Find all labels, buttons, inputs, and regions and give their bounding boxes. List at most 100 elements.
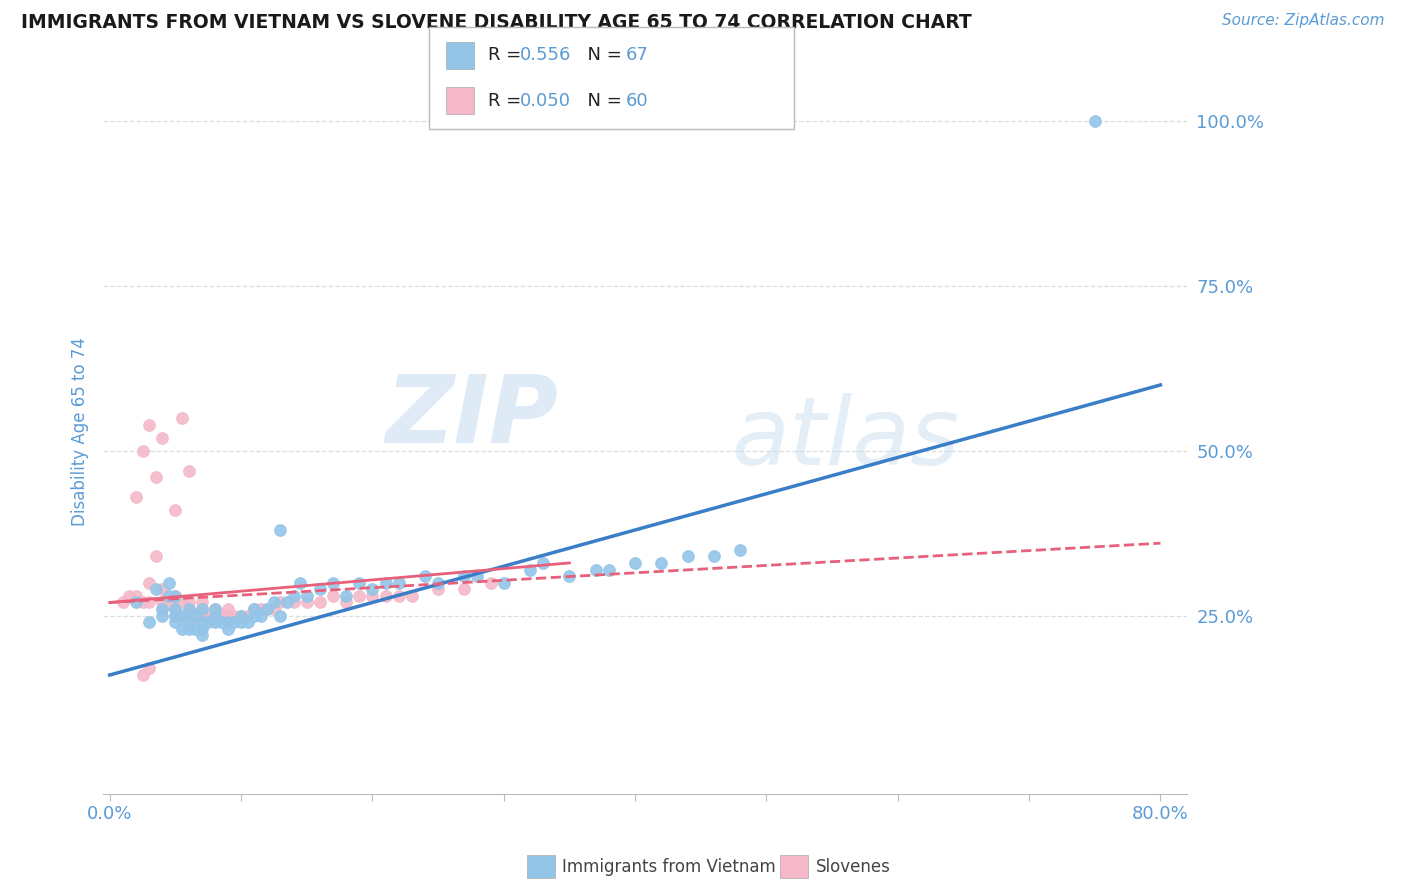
Point [177,464,200,478]
Point [165,589,187,603]
Point [361,582,384,597]
Point [598,562,620,576]
Point [157,589,180,603]
Point [229,615,252,630]
Point [111,595,134,609]
Point [204,608,226,623]
Point [145,470,167,484]
Point [177,602,200,616]
Point [479,575,502,590]
Point [249,608,271,623]
Point [165,608,187,623]
Point [150,431,173,445]
Point [165,602,187,616]
Point [217,602,239,616]
Point [269,608,291,623]
Point [217,615,239,630]
Text: atlas: atlas [731,392,960,483]
Point [177,608,200,623]
Point [256,602,278,616]
Point [703,549,725,564]
Point [224,608,246,623]
Point [624,556,647,570]
Point [243,602,266,616]
Point [243,602,266,616]
Point [558,569,581,583]
Point [295,589,318,603]
Point [145,582,167,597]
Point [177,595,200,609]
Text: R =: R = [488,92,527,110]
Point [150,602,173,616]
Point [165,608,187,623]
Point [165,602,187,616]
Y-axis label: Disability Age 65 to 74: Disability Age 65 to 74 [72,336,89,525]
Point [217,622,239,636]
Point [165,589,187,603]
Point [125,595,148,609]
Point [236,608,259,623]
Point [204,615,226,630]
Point [249,602,271,616]
Point [177,622,200,636]
Point [224,615,246,630]
Text: N =: N = [576,92,628,110]
Text: Immigrants from Vietnam: Immigrants from Vietnam [562,858,776,876]
Point [131,668,153,682]
Point [322,589,344,603]
Point [190,622,212,636]
Text: Slovenes: Slovenes [815,858,890,876]
Text: 0.050: 0.050 [520,92,571,110]
Point [170,595,193,609]
Point [453,582,475,597]
Point [170,608,193,623]
Point [204,602,226,616]
Point [349,589,371,603]
Point [209,608,232,623]
Point [676,549,699,564]
Point [453,569,475,583]
Point [269,523,291,537]
Point [184,622,207,636]
Point [283,595,305,609]
Point [150,582,173,597]
Text: N =: N = [576,46,628,64]
Point [467,569,489,583]
Text: 0.556: 0.556 [520,46,572,64]
Point [335,589,357,603]
Point [190,595,212,609]
Point [531,556,554,570]
Point [243,608,266,623]
Point [335,595,357,609]
Point [138,417,160,432]
Point [138,575,160,590]
Text: R =: R = [488,46,527,64]
Point [131,443,153,458]
Point [177,602,200,616]
Point [138,661,160,675]
Point [190,608,212,623]
Text: ZIP: ZIP [385,370,558,463]
Point [138,615,160,630]
Point [145,549,167,564]
Point [728,542,751,557]
Point [170,608,193,623]
Point [388,575,411,590]
Point [204,602,226,616]
Point [184,608,207,623]
Point [585,562,607,576]
Point [650,556,672,570]
Point [349,575,371,590]
Point [157,595,180,609]
Point [427,575,450,590]
Point [374,575,396,590]
Point [374,589,396,603]
Point [190,602,212,616]
Point [413,569,436,583]
Point [165,503,187,517]
Point [229,608,252,623]
Point [388,589,411,603]
Point [204,608,226,623]
Point [269,595,291,609]
Point [256,602,278,616]
